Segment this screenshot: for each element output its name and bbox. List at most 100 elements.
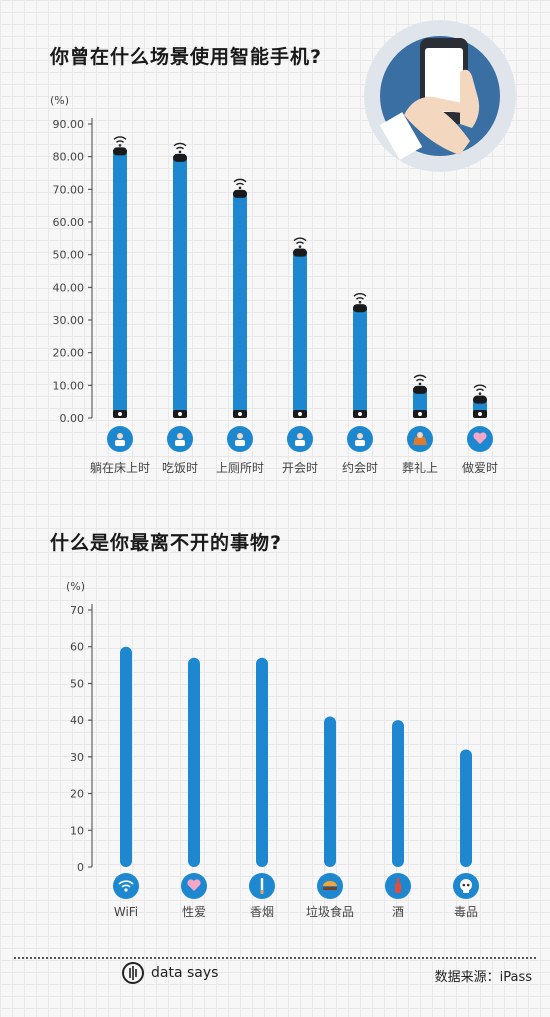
y-tick-label: 70.00	[53, 183, 85, 196]
category-label: WiFi	[114, 905, 138, 919]
bar-group: 开会时	[282, 237, 318, 475]
wifi-signal-icon	[233, 178, 247, 186]
wifi-signal-icon	[173, 142, 187, 150]
bar-group: 性爱	[181, 657, 207, 919]
date-couple-icon	[355, 433, 365, 446]
bar	[324, 716, 336, 867]
wifi-arcs	[118, 880, 134, 888]
y-tick-label: 80.00	[53, 151, 85, 164]
bar-group: 酒	[385, 720, 411, 919]
phone-top	[173, 153, 187, 162]
bottle-body	[395, 883, 401, 893]
bar-group: 垃圾食品	[306, 716, 354, 919]
chart-1-title: 你曾在什么场景使用智能手机?	[50, 46, 323, 68]
wifi-signal-dot	[418, 382, 422, 386]
y-tick-label: 30.00	[53, 314, 85, 327]
category-label: 葬礼上	[402, 460, 438, 475]
phone-home-button	[478, 412, 482, 416]
phone-home-button	[298, 412, 302, 416]
burger-icon	[323, 881, 337, 890]
bar-group: 上厕所时	[216, 178, 264, 475]
phone-top	[413, 385, 427, 394]
person-body	[355, 440, 365, 446]
chart-cant-live-without: (%) 0 10 20 30 40 50 60 70 WiFi 性爱 香烟 垃圾食品 酒 毒品	[66, 580, 479, 919]
burger-bun	[323, 881, 337, 886]
wifi-signal-dot	[478, 392, 482, 395]
wifi-icon	[118, 880, 134, 892]
bed-icon	[115, 433, 125, 446]
category-label: 毒品	[454, 905, 478, 919]
category-label: 性爱	[182, 905, 206, 919]
category-label: 开会时	[282, 461, 318, 475]
bar	[392, 720, 404, 867]
funeral-shape	[413, 437, 427, 445]
bar	[293, 248, 307, 418]
person-body	[235, 440, 245, 446]
bar	[113, 147, 127, 418]
bar	[233, 189, 247, 418]
bar	[120, 646, 132, 867]
category-label: 吃饭时	[162, 461, 198, 475]
skull-eye	[466, 883, 470, 887]
burger-patty	[323, 887, 337, 890]
phone-top	[473, 395, 487, 404]
wifi-signal-icon	[473, 384, 487, 392]
brand-logo: data says	[122, 962, 218, 984]
funeral-head	[417, 432, 423, 438]
person-body	[175, 440, 185, 446]
bar-group: 约会时	[342, 293, 378, 475]
bar	[188, 657, 200, 867]
heart-shape	[473, 432, 487, 444]
heart-icon	[473, 432, 487, 444]
phone-home-button	[118, 412, 122, 416]
category-label: 约会时	[342, 460, 378, 475]
bar-group: 香烟	[249, 657, 275, 919]
bar	[173, 153, 187, 418]
y-tick-label: 10	[70, 824, 84, 837]
wifi-signal-icon	[353, 293, 367, 300]
y-tick-label: 10.00	[53, 379, 85, 392]
funeral-icon	[413, 432, 427, 445]
wifi-dot	[124, 888, 128, 892]
y-unit-label: (%)	[50, 94, 69, 107]
phone-home-button	[358, 412, 362, 416]
bar-group: 躺在床上时	[90, 136, 150, 475]
y-tick-label: 50	[70, 677, 84, 690]
meeting-icon	[295, 433, 305, 446]
phone-top	[113, 147, 127, 156]
bar-group: 毒品	[453, 749, 479, 919]
chart-2-title: 什么是你最离不开的事物?	[50, 532, 283, 554]
category-label: 垃圾食品	[306, 904, 354, 919]
phone-top	[233, 189, 247, 198]
category-label: 香烟	[250, 905, 274, 919]
y-tick-label: 20.00	[53, 347, 85, 360]
person-head	[177, 433, 183, 439]
heart-shape	[187, 879, 201, 891]
phone-top	[353, 304, 367, 313]
y-tick-label: 40.00	[53, 281, 85, 294]
wifi-signal-icon	[113, 136, 127, 143]
y-tick-label: 20	[70, 788, 84, 801]
bar	[413, 385, 427, 418]
y-unit-label: (%)	[66, 580, 85, 593]
wifi-signal-dot	[298, 245, 302, 248]
wifi-signal-dot	[118, 144, 122, 147]
person-head	[237, 433, 243, 439]
hand-holding-phone-illustration	[364, 20, 516, 172]
phone-home-button	[418, 412, 422, 416]
bottle-neck	[396, 878, 400, 883]
y-tick-label: 60	[70, 641, 84, 654]
bar	[460, 749, 472, 867]
category-label: 躺在床上时	[90, 460, 150, 475]
bar	[353, 304, 367, 418]
skull-eye	[462, 883, 466, 887]
wifi-signal-dot	[178, 150, 182, 154]
bar-group: WiFi	[113, 646, 139, 919]
category-label: 做爱时	[462, 460, 498, 475]
y-tick-label: 70	[70, 604, 84, 617]
rice-bowl-icon	[175, 433, 185, 446]
category-label: 上厕所时	[216, 461, 264, 475]
skull-icon	[460, 879, 472, 893]
person-head	[117, 433, 123, 439]
toilet-icon	[235, 433, 245, 446]
